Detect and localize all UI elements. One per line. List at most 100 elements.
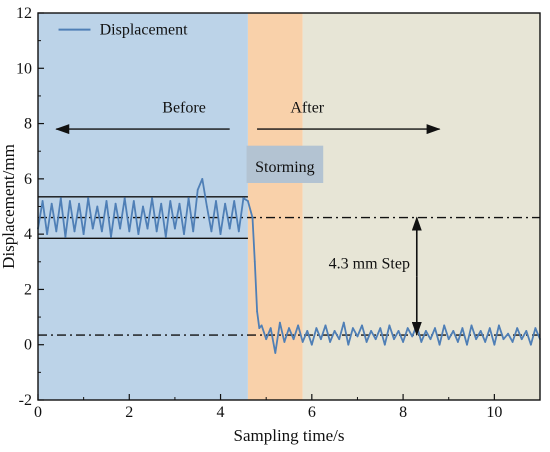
data-point bbox=[258, 327, 261, 330]
data-point bbox=[151, 197, 153, 200]
data-point bbox=[114, 202, 117, 205]
data-point bbox=[87, 197, 90, 200]
data-point bbox=[137, 233, 140, 236]
data-point bbox=[251, 216, 254, 219]
data-point bbox=[50, 202, 53, 205]
storming-label: Storming bbox=[255, 159, 315, 176]
shaded-regions bbox=[38, 13, 540, 400]
x-tick-label: 8 bbox=[399, 404, 407, 421]
data-point bbox=[529, 343, 532, 346]
region-storming bbox=[247, 13, 303, 400]
data-point bbox=[164, 236, 167, 238]
data-point bbox=[201, 177, 204, 180]
data-point bbox=[237, 230, 240, 233]
before-label: Before bbox=[162, 100, 206, 117]
data-point bbox=[534, 327, 537, 330]
data-point bbox=[82, 233, 85, 236]
data-point bbox=[224, 202, 227, 205]
data-point bbox=[310, 343, 313, 346]
storming-label-box bbox=[246, 145, 324, 184]
data-point bbox=[169, 200, 172, 202]
data-point bbox=[228, 227, 231, 230]
data-point bbox=[484, 341, 487, 343]
data-point bbox=[374, 338, 377, 341]
data-point bbox=[429, 338, 432, 341]
series-layer bbox=[37, 177, 541, 354]
data-point bbox=[297, 324, 300, 327]
data-point bbox=[219, 233, 222, 236]
data-point bbox=[466, 343, 468, 346]
data-point bbox=[192, 230, 195, 233]
y-tick-label: 0 bbox=[24, 337, 32, 354]
data-point bbox=[105, 200, 108, 202]
data-point bbox=[265, 338, 268, 341]
data-point bbox=[301, 341, 304, 343]
x-tick-label: 2 bbox=[125, 404, 133, 421]
data-point bbox=[498, 324, 500, 327]
y-tick-label: 10 bbox=[16, 60, 32, 77]
data-point bbox=[447, 338, 450, 341]
data-point bbox=[292, 338, 295, 341]
data-point bbox=[320, 338, 322, 341]
data-point bbox=[256, 310, 258, 313]
data-point bbox=[174, 227, 176, 230]
data-point bbox=[420, 341, 423, 343]
y-tick-label: 6 bbox=[24, 171, 32, 188]
data-point bbox=[379, 327, 382, 330]
data-point bbox=[370, 329, 373, 332]
data-point bbox=[59, 197, 62, 200]
data-point bbox=[205, 205, 208, 208]
data-point bbox=[269, 327, 272, 330]
step-label-box bbox=[315, 241, 424, 284]
data-point bbox=[461, 327, 464, 330]
y-tick-label: 4 bbox=[24, 226, 32, 243]
data-point bbox=[183, 233, 185, 236]
data-point bbox=[128, 230, 131, 233]
data-point bbox=[278, 321, 281, 324]
x-tick-label: 6 bbox=[308, 404, 316, 421]
data-point bbox=[55, 230, 58, 233]
data-point bbox=[146, 227, 149, 230]
step-label: 4.3 mm Step bbox=[329, 256, 410, 273]
data-point bbox=[324, 324, 327, 327]
data-point bbox=[123, 197, 126, 200]
data-point bbox=[511, 341, 514, 343]
data-point bbox=[493, 343, 496, 346]
data-point bbox=[338, 338, 341, 341]
y-tick-label: 12 bbox=[16, 5, 32, 22]
data-point bbox=[488, 327, 491, 330]
x-tick-label: 10 bbox=[486, 404, 502, 421]
data-point bbox=[78, 202, 80, 205]
data-point bbox=[479, 329, 482, 332]
data-point bbox=[142, 205, 144, 208]
data-point bbox=[242, 197, 245, 200]
data-point bbox=[434, 327, 436, 330]
data-point bbox=[46, 233, 49, 236]
x-axis-title: Sampling time/s bbox=[234, 426, 345, 445]
data-point bbox=[342, 321, 345, 324]
data-point bbox=[283, 341, 286, 343]
data-point bbox=[69, 200, 71, 202]
data-point bbox=[160, 202, 163, 205]
data-point bbox=[91, 227, 94, 230]
data-point bbox=[361, 324, 363, 327]
data-point bbox=[397, 329, 400, 332]
data-point bbox=[406, 327, 409, 330]
data-point bbox=[210, 230, 213, 233]
data-point bbox=[73, 230, 76, 233]
data-point bbox=[315, 327, 318, 330]
data-point bbox=[333, 329, 336, 332]
y-axis-title: Displacement/mm bbox=[0, 144, 18, 269]
y-tick-label: -2 bbox=[19, 392, 32, 409]
data-point bbox=[365, 341, 368, 343]
data-point bbox=[383, 343, 386, 346]
data-point bbox=[351, 327, 354, 330]
data-point bbox=[443, 324, 446, 327]
data-point bbox=[233, 200, 236, 202]
data-point bbox=[425, 329, 427, 332]
x-tick-label: 0 bbox=[34, 404, 42, 421]
data-point bbox=[100, 230, 103, 233]
data-point bbox=[456, 341, 459, 343]
